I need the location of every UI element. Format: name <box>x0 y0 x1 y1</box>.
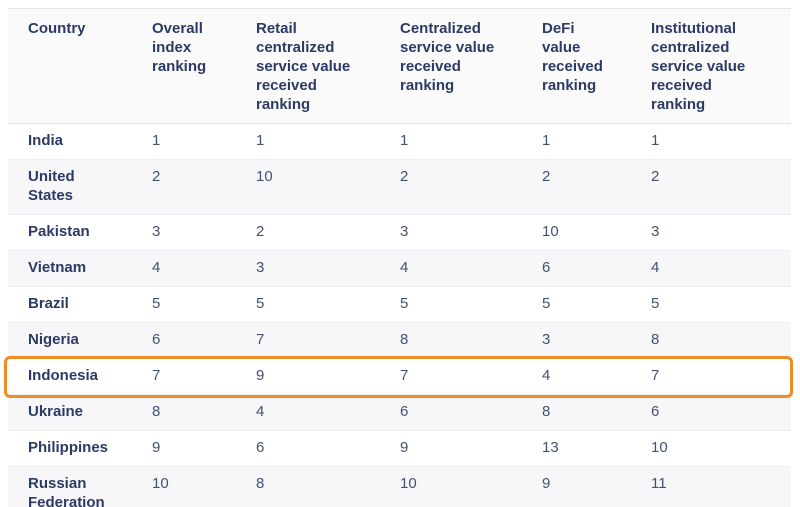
country-cell: Philippines <box>8 430 132 467</box>
rank-value-cell: 4 <box>132 250 236 287</box>
table-row: India 1 1 1 1 1 <box>8 123 791 160</box>
rank-value-cell: 7 <box>380 358 522 395</box>
rank-value-cell: 2 <box>132 159 236 215</box>
rank-value-cell: 6 <box>236 430 380 467</box>
table-row: Indonesia 7 9 7 4 7 <box>8 358 791 395</box>
table-body: India 1 1 1 1 1 United States 2 10 2 2 2 Pakistan 3 2 3… <box>8 123 791 507</box>
table-row: Ukraine 8 4 6 8 6 <box>8 394 791 431</box>
country-cell: Nigeria <box>8 322 132 359</box>
column-header: Centralized service value received ranki… <box>380 8 522 124</box>
rank-value-cell: 5 <box>380 286 522 323</box>
rank-value-cell: 7 <box>236 322 380 359</box>
rank-value-cell: 11 <box>631 466 791 507</box>
rank-value-cell: 8 <box>380 322 522 359</box>
column-header: Institutional centralized service value … <box>631 8 791 124</box>
rank-value-cell: 3 <box>380 214 522 251</box>
rank-value-cell: 7 <box>631 358 791 395</box>
rank-value-cell: 1 <box>236 123 380 160</box>
country-cell: Ukraine <box>8 394 132 431</box>
country-cell: Brazil <box>8 286 132 323</box>
column-header: Retail centralized service value receive… <box>236 8 380 124</box>
rank-value-cell: 9 <box>522 466 631 507</box>
rank-value-cell: 6 <box>132 322 236 359</box>
rank-value-cell: 8 <box>236 466 380 507</box>
rank-value-cell: 4 <box>522 358 631 395</box>
rank-value-cell: 1 <box>522 123 631 160</box>
table-row: Nigeria 6 7 8 3 8 <box>8 322 791 359</box>
rank-value-cell: 10 <box>132 466 236 507</box>
rank-value-cell: 7 <box>132 358 236 395</box>
rank-value-cell: 10 <box>380 466 522 507</box>
rank-value-cell: 10 <box>522 214 631 251</box>
rank-value-cell: 3 <box>522 322 631 359</box>
rank-value-cell: 2 <box>522 159 631 215</box>
rank-value-cell: 13 <box>522 430 631 467</box>
rank-value-cell: 4 <box>631 250 791 287</box>
rank-value-cell: 8 <box>631 322 791 359</box>
rank-value-cell: 5 <box>236 286 380 323</box>
rank-value-cell: 9 <box>380 430 522 467</box>
rank-value-cell: 1 <box>132 123 236 160</box>
rank-value-cell: 1 <box>380 123 522 160</box>
table-row: Russian Federation 10 8 10 9 11 <box>8 466 791 507</box>
country-cell: Pakistan <box>8 214 132 251</box>
table-row: Brazil 5 5 5 5 5 <box>8 286 791 323</box>
column-header: Overall index ranking <box>132 8 236 124</box>
header-row: Country Overall index ranking Retail centr… <box>8 8 791 124</box>
rank-value-cell: 6 <box>631 394 791 431</box>
country-cell: Russian Federation <box>8 466 132 507</box>
rank-value-cell: 2 <box>631 159 791 215</box>
rank-value-cell: 3 <box>236 250 380 287</box>
rank-value-cell: 2 <box>236 214 380 251</box>
rank-value-cell: 9 <box>132 430 236 467</box>
rank-value-cell: 1 <box>631 123 791 160</box>
rank-value-cell: 8 <box>522 394 631 431</box>
column-header: Country <box>8 8 132 124</box>
rank-value-cell: 10 <box>236 159 380 215</box>
column-header: DeFi value received ranking <box>522 8 631 124</box>
table-row: Vietnam 4 3 4 6 4 <box>8 250 791 287</box>
table-row: Pakistan 3 2 3 10 3 <box>8 214 791 251</box>
country-cell: Indonesia <box>8 358 132 395</box>
rank-value-cell: 5 <box>522 286 631 323</box>
rankings-table: Country Overall index ranking Retail centr… <box>8 8 791 507</box>
country-cell: United States <box>8 159 132 215</box>
rank-value-cell: 5 <box>631 286 791 323</box>
rank-value-cell: 3 <box>132 214 236 251</box>
rank-value-cell: 5 <box>132 286 236 323</box>
country-cell: Vietnam <box>8 250 132 287</box>
table-row: Philippines 9 6 9 13 10 <box>8 430 791 467</box>
rank-value-cell: 2 <box>380 159 522 215</box>
rank-value-cell: 9 <box>236 358 380 395</box>
rank-value-cell: 3 <box>631 214 791 251</box>
rank-value-cell: 4 <box>380 250 522 287</box>
rank-value-cell: 6 <box>380 394 522 431</box>
rank-value-cell: 8 <box>132 394 236 431</box>
table-row: United States 2 10 2 2 2 <box>8 159 791 215</box>
rank-value-cell: 6 <box>522 250 631 287</box>
rank-value-cell: 10 <box>631 430 791 467</box>
country-cell: India <box>8 123 132 160</box>
rank-value-cell: 4 <box>236 394 380 431</box>
